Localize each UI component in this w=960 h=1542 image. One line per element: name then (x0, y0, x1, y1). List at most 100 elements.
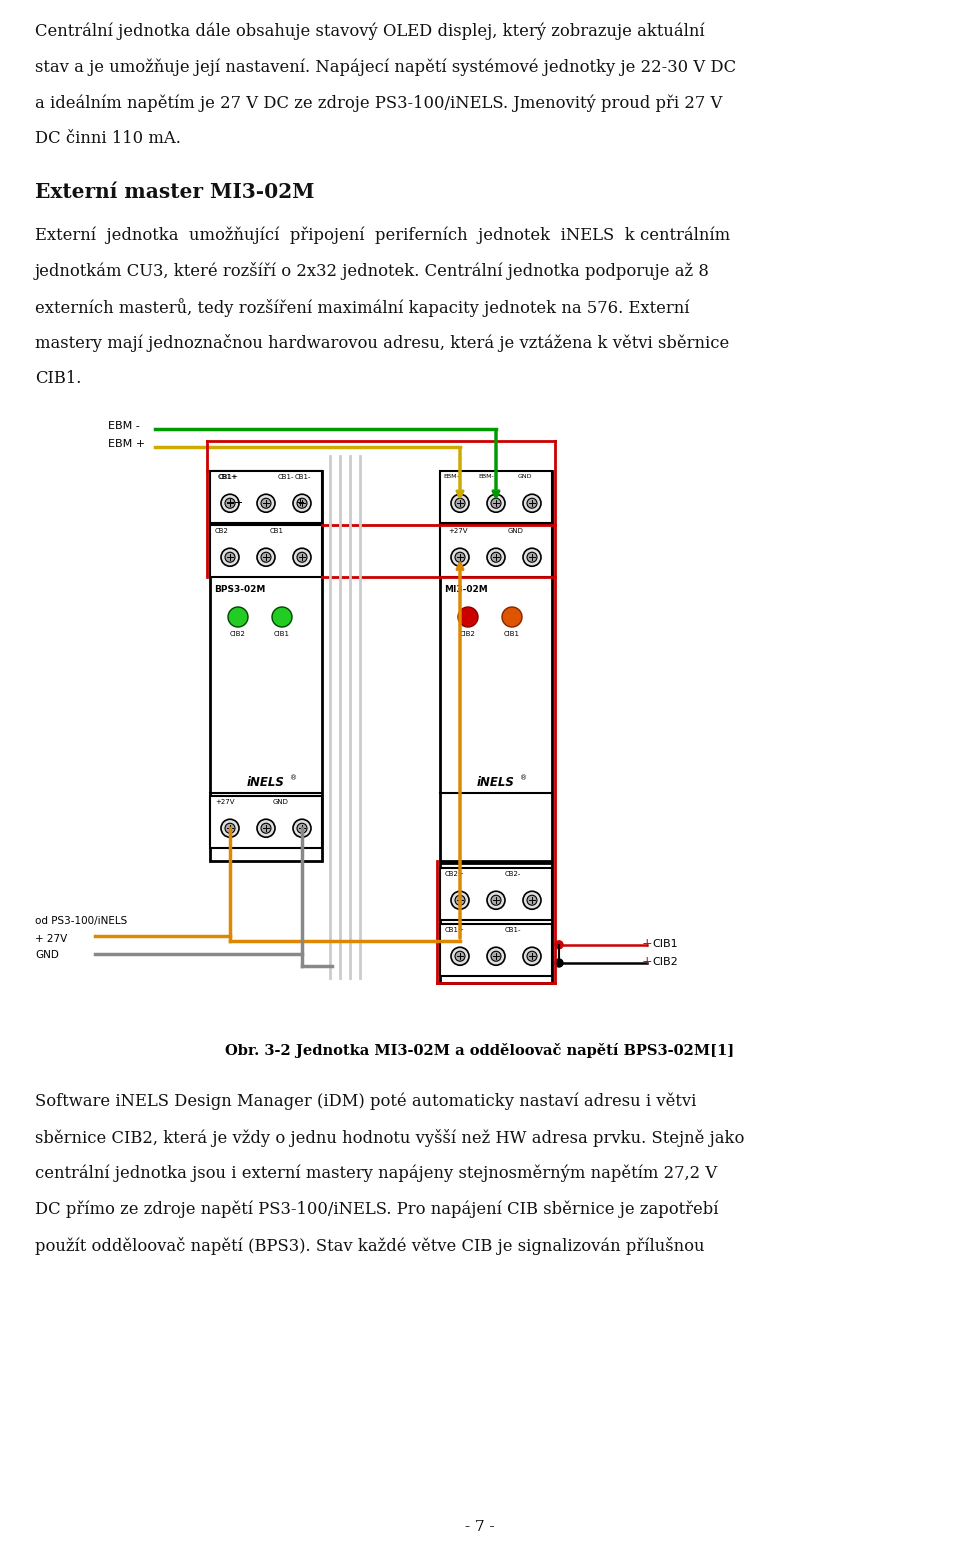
Circle shape (225, 497, 235, 507)
Text: EBM+: EBM+ (443, 473, 462, 480)
Circle shape (527, 552, 537, 563)
Circle shape (225, 498, 235, 509)
Text: + 27V: + 27V (35, 934, 67, 944)
Bar (210, 524, 322, 577)
Circle shape (272, 608, 292, 628)
Text: Externí  jednotka  umožňující  připojení  periferních  jednotek  iNELS  k centrá: Externí jednotka umožňující připojení pe… (35, 227, 731, 244)
Text: MI3-02M: MI3-02M (444, 584, 488, 594)
Text: EBM-: EBM- (478, 473, 493, 480)
Circle shape (523, 891, 541, 910)
Text: DC přímo ze zdroje napětí PS3-100/iNELS. Pro napájení CIB sběrnice je zapotřebí: DC přímo ze zdroje napětí PS3-100/iNELS.… (35, 1201, 718, 1218)
Text: +: + (642, 938, 653, 950)
Text: GND: GND (518, 473, 533, 480)
Circle shape (229, 493, 247, 512)
Circle shape (451, 891, 469, 910)
Circle shape (451, 549, 469, 566)
Text: Software iNELS Design Manager (iDM) poté automaticky nastaví adresu i větvi: Software iNELS Design Manager (iDM) poté… (35, 1093, 696, 1110)
Text: EBM -: EBM - (108, 421, 140, 432)
Circle shape (225, 823, 235, 833)
Circle shape (291, 493, 309, 512)
Circle shape (261, 498, 271, 509)
Bar (210, 470, 322, 523)
Bar (440, 868, 552, 921)
Text: a ideálním napětím je 27 V DC ze zdroje PS3-100/iNELS. Jmenovitý proud při 27 V: a ideálním napětím je 27 V DC ze zdroje … (35, 94, 722, 111)
Text: CB1: CB1 (270, 527, 284, 534)
Text: DC činni 110 mA.: DC činni 110 mA. (35, 130, 180, 146)
Circle shape (297, 823, 307, 833)
Text: GND: GND (35, 950, 59, 961)
Text: CB2+: CB2+ (445, 871, 465, 877)
Circle shape (451, 947, 469, 965)
Text: GND: GND (273, 799, 289, 805)
Circle shape (455, 951, 465, 961)
Bar (440, 924, 552, 976)
Circle shape (257, 819, 275, 837)
Circle shape (487, 495, 505, 512)
Text: BPS3-02M: BPS3-02M (214, 584, 265, 594)
Circle shape (458, 608, 478, 628)
Circle shape (293, 819, 311, 837)
Text: CIB1: CIB1 (504, 631, 520, 637)
Circle shape (297, 498, 307, 509)
Bar (210, 470, 322, 860)
Circle shape (293, 549, 311, 566)
Circle shape (225, 552, 235, 563)
Text: CB1-: CB1- (295, 473, 312, 480)
Circle shape (228, 608, 248, 628)
Text: CB1-: CB1- (278, 473, 295, 480)
Text: od PS3-100/iNELS: od PS3-100/iNELS (35, 916, 128, 927)
Text: CIB1: CIB1 (274, 631, 290, 637)
Circle shape (491, 896, 501, 905)
Text: externích masterů, tedy rozšíření maximální kapacity jednotek na 576. Externí: externích masterů, tedy rozšíření maximá… (35, 298, 689, 318)
Circle shape (527, 896, 537, 905)
Circle shape (257, 495, 275, 512)
Circle shape (233, 497, 243, 507)
Text: sběrnice CIB2, která je vždy o jednu hodnotu vyšší než HW adresa prvku. Stejně j: sběrnice CIB2, která je vždy o jednu hod… (35, 1129, 744, 1147)
Text: ®: ® (520, 776, 527, 780)
Text: ®: ® (290, 776, 298, 780)
Text: Obr. 3-2 Jednotka MI3-02M a odděloovač napětí BPS3-02M[1]: Obr. 3-2 Jednotka MI3-02M a odděloovač n… (226, 1042, 734, 1058)
Text: +27V: +27V (215, 799, 234, 805)
Circle shape (455, 498, 465, 509)
Bar (440, 470, 552, 523)
Text: CIB2: CIB2 (230, 631, 246, 637)
Circle shape (555, 959, 563, 967)
Circle shape (502, 608, 522, 628)
Text: jednotkám CU3, které rozšíří o 2x32 jednotek. Centrální jednotka podporuje až 8: jednotkám CU3, které rozšíří o 2x32 jedn… (35, 262, 709, 281)
Circle shape (221, 493, 239, 512)
Circle shape (487, 947, 505, 965)
Text: stav a je umožňuje její nastavení. Napájecí napětí systémové jednotky je 22-30 V: stav a je umožňuje její nastavení. Napáj… (35, 59, 736, 76)
Text: Externí master MI3-02M: Externí master MI3-02M (35, 182, 315, 202)
Circle shape (527, 498, 537, 509)
Circle shape (297, 552, 307, 563)
Text: Centrální jednotka dále obsahuje stavový OLED displej, který zobrazuje aktuální: Centrální jednotka dále obsahuje stavový… (35, 22, 705, 40)
Circle shape (523, 947, 541, 965)
Text: CB2: CB2 (215, 527, 228, 534)
Circle shape (261, 823, 271, 833)
Text: +27V: +27V (448, 527, 468, 534)
Text: CIB1.: CIB1. (35, 370, 82, 387)
Circle shape (523, 549, 541, 566)
Circle shape (257, 549, 275, 566)
Text: mastery mají jednoznačnou hardwarovou adresu, která je vztážena k větvi sběrnice: mastery mají jednoznačnou hardwarovou ad… (35, 335, 730, 352)
Text: CIB2: CIB2 (652, 958, 678, 967)
Text: +: + (642, 954, 653, 968)
Circle shape (295, 497, 305, 507)
Bar (210, 470, 322, 523)
Circle shape (221, 819, 239, 837)
Circle shape (455, 552, 465, 563)
Circle shape (221, 549, 239, 566)
Circle shape (487, 891, 505, 910)
Text: CB1+: CB1+ (445, 927, 465, 933)
Circle shape (491, 552, 501, 563)
Bar (440, 864, 552, 982)
Text: EBM +: EBM + (108, 439, 145, 449)
Text: GND: GND (508, 527, 524, 534)
Text: CB1+: CB1+ (218, 473, 238, 480)
Text: centrální jednotka jsou i externí mastery napájeny stejnosměrným napětím 27,2 V: centrální jednotka jsou i externí master… (35, 1166, 717, 1183)
Text: CIB2: CIB2 (460, 631, 476, 637)
Circle shape (455, 896, 465, 905)
Circle shape (451, 495, 469, 512)
Circle shape (221, 495, 239, 512)
Circle shape (527, 951, 537, 961)
